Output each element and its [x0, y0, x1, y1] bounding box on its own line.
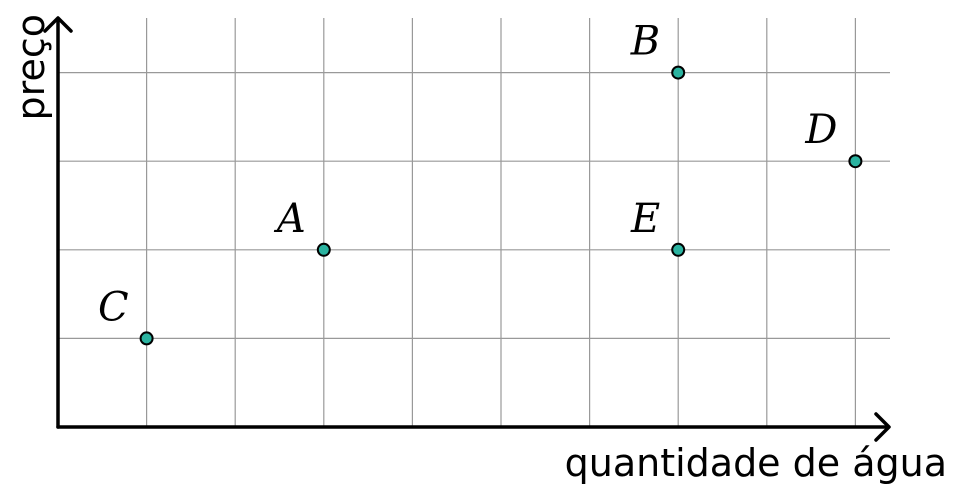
x-axis-label: quantidade de água — [565, 441, 947, 485]
y-axis-arrow — [43, 16, 73, 33]
y-axis-label: preço — [9, 14, 53, 120]
point-label-b: B — [630, 19, 660, 65]
data-point-b — [671, 65, 686, 80]
point-label-a: A — [273, 196, 306, 242]
point-label-e: E — [630, 196, 660, 242]
data-point-d — [848, 154, 863, 169]
x-axis-arrow — [874, 412, 891, 442]
data-points: A B C D E — [98, 19, 863, 346]
data-point-e — [671, 242, 686, 257]
grid — [58, 18, 890, 427]
data-point-c — [139, 331, 154, 346]
data-point-a — [316, 242, 331, 257]
point-label-d: D — [804, 107, 837, 153]
point-label-c: C — [98, 284, 129, 330]
axes — [43, 16, 891, 442]
